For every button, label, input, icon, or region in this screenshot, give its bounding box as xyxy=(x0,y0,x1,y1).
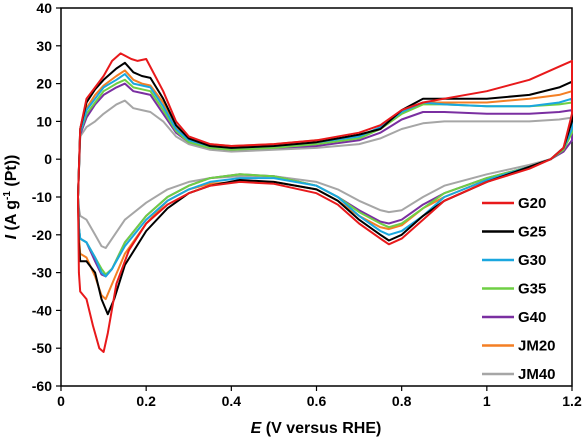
plot-frame xyxy=(60,7,573,387)
series-line-g30 xyxy=(77,73,573,278)
x-tick-label: 0.6 xyxy=(307,393,327,409)
series-line-g35 xyxy=(77,78,573,276)
y-tick-label: -40 xyxy=(32,302,52,318)
y-tick-label: -10 xyxy=(32,189,52,205)
y-tick-label: -20 xyxy=(32,227,52,243)
legend-label-jm40: JM40 xyxy=(518,366,556,383)
y-tick-label: -30 xyxy=(32,265,52,281)
x-tick-label: 0.8 xyxy=(392,393,412,409)
legend-label-g30: G30 xyxy=(518,252,546,269)
y-tick-label: 40 xyxy=(36,0,52,16)
y-tick-label: -50 xyxy=(32,340,52,356)
legend-label-g20: G20 xyxy=(518,195,546,212)
series-line-g20 xyxy=(77,52,573,353)
series-group xyxy=(77,52,573,353)
y-tick-label: 20 xyxy=(36,76,52,92)
x-tick-label: 0.2 xyxy=(136,393,156,409)
x-axis-title: E (V versus RHE) xyxy=(251,420,382,437)
x-tick-label: 1 xyxy=(483,393,491,409)
legend-label-g35: G35 xyxy=(518,281,546,298)
y-tick-label: 10 xyxy=(36,113,52,129)
y-tick-label: -60 xyxy=(32,378,52,394)
y-tick-label: 30 xyxy=(36,38,52,54)
legend-label-g40: G40 xyxy=(518,309,546,326)
x-tick-label: 0.4 xyxy=(222,393,242,409)
y-axis-title: I (A g-1 (Pt)) xyxy=(2,155,20,240)
legend-label-g25: G25 xyxy=(518,224,546,241)
legend: G20 G25 G30 G35 G40 JM20 JM40 xyxy=(482,195,556,383)
axis-ticks: 0 0.2 0.4 0.6 0.8 1 1.2 40 30 20 10 0 -10 -20 -30 -40 -5… xyxy=(32,0,582,409)
x-tick-label: 1.2 xyxy=(562,393,582,409)
legend-label-jm20: JM20 xyxy=(518,338,556,355)
y-tick-label: 0 xyxy=(44,151,52,167)
x-tick-label: 0 xyxy=(57,393,65,409)
